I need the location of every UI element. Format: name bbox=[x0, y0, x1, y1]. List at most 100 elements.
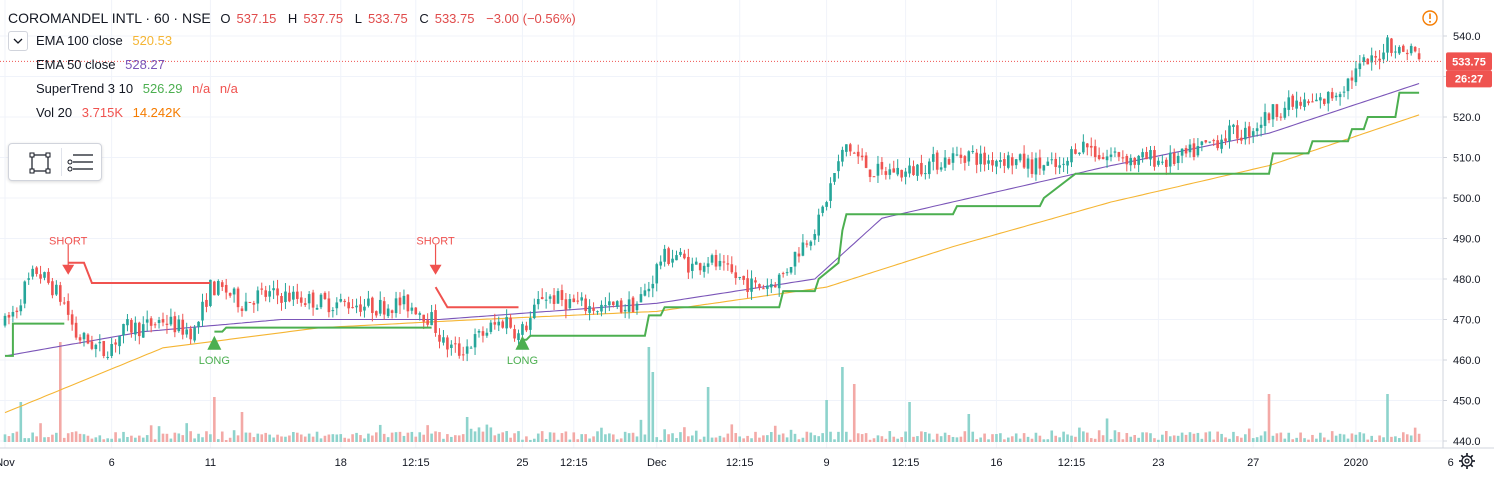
volume-bar bbox=[612, 434, 615, 442]
time-tick-label: Nov bbox=[0, 457, 15, 469]
volume-bar bbox=[1121, 439, 1125, 442]
volume-bar bbox=[1141, 432, 1144, 442]
volume-bar bbox=[1212, 439, 1215, 442]
candle-body bbox=[1311, 101, 1314, 103]
candle-body bbox=[386, 308, 390, 317]
candle-body bbox=[367, 298, 370, 306]
volume-bar bbox=[529, 439, 532, 442]
candle-body bbox=[47, 271, 50, 283]
volume-bar bbox=[580, 434, 583, 442]
candle-body bbox=[1315, 99, 1318, 102]
alert-icon[interactable] bbox=[1421, 9, 1439, 27]
volume-bar bbox=[1192, 433, 1196, 442]
candle-body bbox=[106, 356, 109, 358]
candle-body bbox=[1003, 159, 1006, 166]
volume-bar bbox=[963, 431, 967, 442]
candle-body bbox=[1145, 151, 1148, 160]
volume-bar bbox=[880, 436, 884, 442]
candle-body bbox=[655, 264, 659, 284]
volume-bar bbox=[1398, 438, 1401, 442]
volume-bar bbox=[414, 436, 418, 442]
volume-bar bbox=[904, 431, 907, 442]
legend-collapse-button[interactable] bbox=[8, 31, 28, 51]
candle-body bbox=[205, 299, 208, 307]
volume-bar bbox=[999, 433, 1002, 442]
candle-body bbox=[1271, 104, 1275, 120]
volume-bar bbox=[228, 437, 232, 442]
volume-bar bbox=[564, 431, 568, 442]
time-tick-label: 12:15 bbox=[892, 457, 920, 469]
candle-body bbox=[1228, 125, 1231, 142]
volume-bar bbox=[272, 437, 275, 442]
candle-body bbox=[849, 144, 852, 152]
list-icon[interactable] bbox=[67, 151, 95, 173]
candle-body bbox=[19, 305, 23, 312]
candle-body bbox=[299, 297, 303, 303]
candle-body bbox=[375, 311, 378, 316]
volume-bar bbox=[1058, 437, 1061, 442]
rectangle-icon[interactable] bbox=[29, 152, 51, 174]
candle-body bbox=[1062, 163, 1065, 165]
volume-bar bbox=[1074, 436, 1077, 442]
volume-bar bbox=[138, 435, 141, 442]
settings-icon[interactable] bbox=[1458, 452, 1476, 470]
volume-bar bbox=[213, 397, 216, 442]
candle-body bbox=[560, 290, 564, 300]
ema100-line bbox=[4, 114, 1420, 414]
candle-body bbox=[1204, 140, 1208, 143]
volume-bar bbox=[1117, 432, 1121, 442]
indicator-ema100[interactable]: EMA 100 close 520.53 bbox=[36, 33, 173, 48]
volume-bar bbox=[615, 439, 619, 442]
volume-bar bbox=[1224, 437, 1227, 442]
volume-bar bbox=[1010, 436, 1014, 442]
symbol-title[interactable]: COROMANDEL INTL · 60 · NSE bbox=[8, 10, 211, 26]
volume-bar bbox=[931, 439, 935, 442]
volume-bar bbox=[789, 429, 793, 442]
volume-bar bbox=[402, 435, 406, 442]
volume-bar bbox=[422, 434, 425, 442]
candle-body bbox=[145, 319, 149, 323]
candle-body bbox=[1058, 165, 1061, 168]
candle-body bbox=[1283, 107, 1287, 118]
indicator-volume[interactable]: Vol 20 3.715K 14.242K bbox=[36, 105, 182, 120]
volume-bar bbox=[619, 438, 623, 442]
volume-bar bbox=[51, 434, 54, 442]
volume-bar bbox=[694, 430, 698, 442]
candle-body bbox=[1362, 57, 1366, 62]
candle-body bbox=[556, 291, 560, 304]
price-tick-label: 450.0 bbox=[1453, 396, 1481, 408]
volume-bar bbox=[173, 432, 177, 442]
candle-body bbox=[1200, 141, 1204, 145]
volume-bar bbox=[319, 438, 323, 442]
volume-bar bbox=[406, 432, 410, 442]
volume-bar bbox=[955, 437, 959, 442]
volume-bar bbox=[742, 438, 745, 442]
candle-body bbox=[1208, 141, 1212, 143]
ohlc-open: O 537.15 bbox=[220, 11, 277, 26]
volume-bar bbox=[386, 437, 390, 442]
volume-bar bbox=[35, 436, 38, 442]
candle-body bbox=[710, 255, 714, 263]
candle-body bbox=[975, 152, 978, 165]
volume-bar bbox=[639, 419, 643, 442]
volume-bar bbox=[134, 437, 137, 442]
candle-body bbox=[276, 288, 279, 296]
indicator-ema50[interactable]: EMA 50 close 528.27 bbox=[36, 57, 165, 72]
volume-bar bbox=[1275, 433, 1279, 442]
candle-body bbox=[1125, 155, 1129, 165]
ohlc-high: H 537.75 bbox=[287, 11, 344, 26]
volume-bar bbox=[1326, 439, 1330, 442]
volume-bar bbox=[1323, 437, 1326, 442]
candle-body bbox=[1157, 160, 1160, 165]
candle-body bbox=[833, 173, 836, 182]
candle-body bbox=[382, 301, 386, 315]
candle-body bbox=[876, 163, 880, 176]
candle-body bbox=[1378, 58, 1381, 61]
candle-body bbox=[1137, 155, 1140, 165]
candle-body bbox=[82, 332, 86, 340]
volume-bar bbox=[1034, 432, 1038, 442]
volume-bar bbox=[1038, 435, 1042, 442]
indicator-supertrend[interactable]: SuperTrend 3 10 526.29 n/a n/a bbox=[36, 81, 238, 96]
